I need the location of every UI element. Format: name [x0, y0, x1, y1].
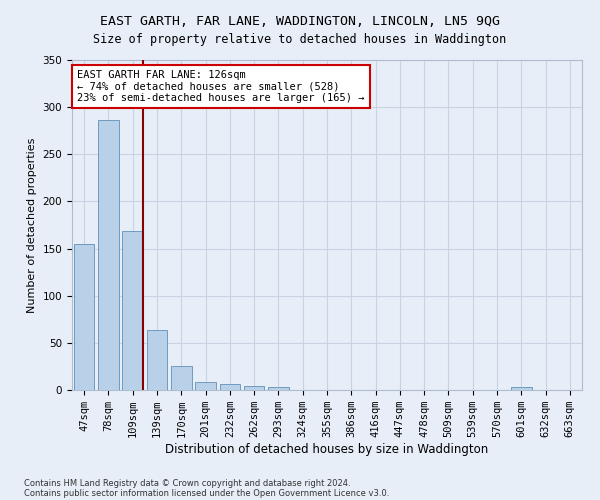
Bar: [220, 384, 240, 390]
Text: Contains HM Land Registry data © Crown copyright and database right 2024.: Contains HM Land Registry data © Crown c…: [24, 478, 350, 488]
Y-axis label: Number of detached properties: Number of detached properties: [27, 138, 37, 312]
Bar: [74, 244, 94, 390]
X-axis label: Distribution of detached houses by size in Waddington: Distribution of detached houses by size …: [166, 443, 488, 456]
Bar: [268, 387, 289, 390]
Text: EAST GARTH FAR LANE: 126sqm
← 74% of detached houses are smaller (528)
23% of se: EAST GARTH FAR LANE: 126sqm ← 74% of det…: [77, 70, 365, 103]
Bar: [244, 386, 265, 390]
Text: EAST GARTH, FAR LANE, WADDINGTON, LINCOLN, LN5 9QG: EAST GARTH, FAR LANE, WADDINGTON, LINCOL…: [100, 15, 500, 28]
Bar: [511, 387, 532, 390]
Bar: [98, 120, 119, 390]
Bar: [171, 366, 191, 390]
Bar: [195, 382, 216, 390]
Text: Contains public sector information licensed under the Open Government Licence v3: Contains public sector information licen…: [24, 488, 389, 498]
Bar: [146, 330, 167, 390]
Text: Size of property relative to detached houses in Waddington: Size of property relative to detached ho…: [94, 32, 506, 46]
Bar: [122, 230, 143, 390]
